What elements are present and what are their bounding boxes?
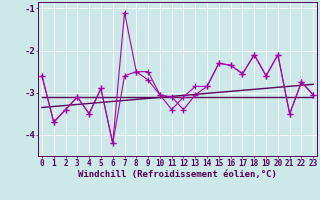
- X-axis label: Windchill (Refroidissement éolien,°C): Windchill (Refroidissement éolien,°C): [78, 170, 277, 179]
